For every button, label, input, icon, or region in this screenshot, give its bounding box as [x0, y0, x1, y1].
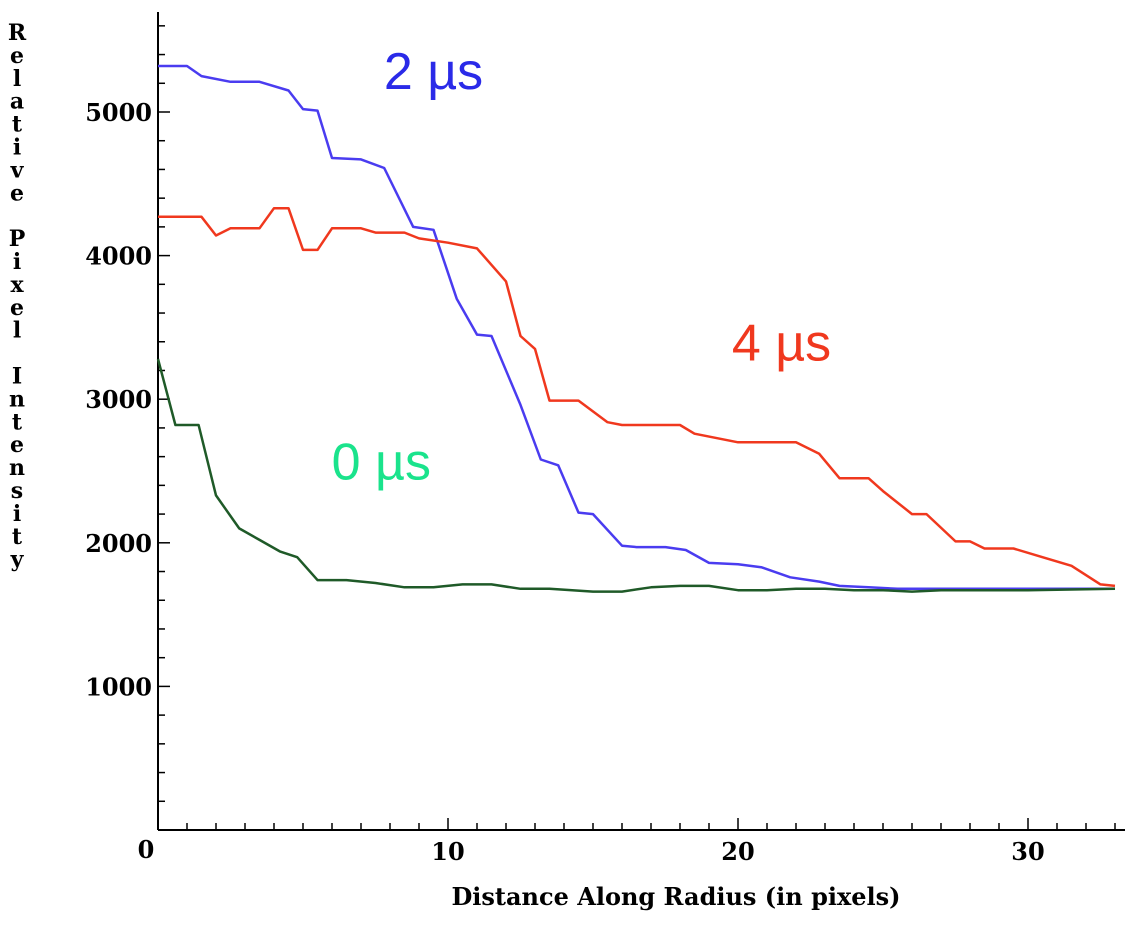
- series-label: 4 µs: [732, 314, 831, 372]
- y-axis-title-char: t: [12, 112, 23, 138]
- y-tick-label: 3000: [85, 385, 152, 414]
- origin-tick-label: 0: [138, 835, 155, 864]
- y-tick-label: 4000: [85, 242, 152, 271]
- y-axis-title-char: t: [12, 409, 23, 435]
- y-tick-label: 5000: [85, 98, 152, 127]
- y-axis-title-char: e: [10, 432, 24, 458]
- y-axis-title-char: s: [11, 478, 23, 504]
- y-axis-title-char: y: [10, 547, 25, 573]
- y-axis-title-char: i: [13, 135, 21, 161]
- series-line: [158, 206, 1116, 588]
- y-axis-title-char: l: [13, 318, 21, 344]
- series-label: 2 µs: [384, 43, 483, 101]
- y-axis-title-char: x: [10, 272, 24, 298]
- x-tick-label: 20: [721, 837, 754, 866]
- x-tick-label: 30: [1011, 837, 1044, 866]
- series-line: [156, 358, 1116, 593]
- y-axis-title-char: R: [8, 20, 27, 46]
- y-axis-title-char: t: [12, 524, 23, 550]
- y-axis-title-char: e: [10, 43, 24, 69]
- series-line: [158, 64, 1115, 591]
- x-tick-label: 10: [431, 837, 464, 866]
- y-axis-title-char: n: [9, 386, 25, 412]
- y-axis-title-char: v: [10, 157, 25, 183]
- y-axis-title-char: e: [10, 295, 24, 321]
- y-axis-title-char: a: [10, 89, 24, 115]
- y-tick-label: 2000: [85, 529, 152, 558]
- series-lines: [156, 64, 1116, 593]
- y-axis-title-char: i: [13, 501, 21, 527]
- y-axis-title-char: l: [13, 66, 21, 92]
- y-tick-label: 1000: [85, 672, 152, 701]
- y-axis-title-char: i: [13, 249, 21, 275]
- axes: 1000 2000 3000 4000 5000 10 20 30 0: [85, 12, 1125, 866]
- y-axis-title-char: e: [10, 180, 24, 206]
- y-axis-title-char: n: [9, 455, 25, 481]
- y-axis-title-char: I: [12, 364, 22, 390]
- y-axis-title-char: P: [9, 226, 26, 252]
- series-labels: 2 µs 4 µs 0 µs: [332, 43, 832, 492]
- x-axis-title: Distance Along Radius (in pixels): [451, 882, 900, 911]
- series-label: 0 µs: [332, 434, 431, 492]
